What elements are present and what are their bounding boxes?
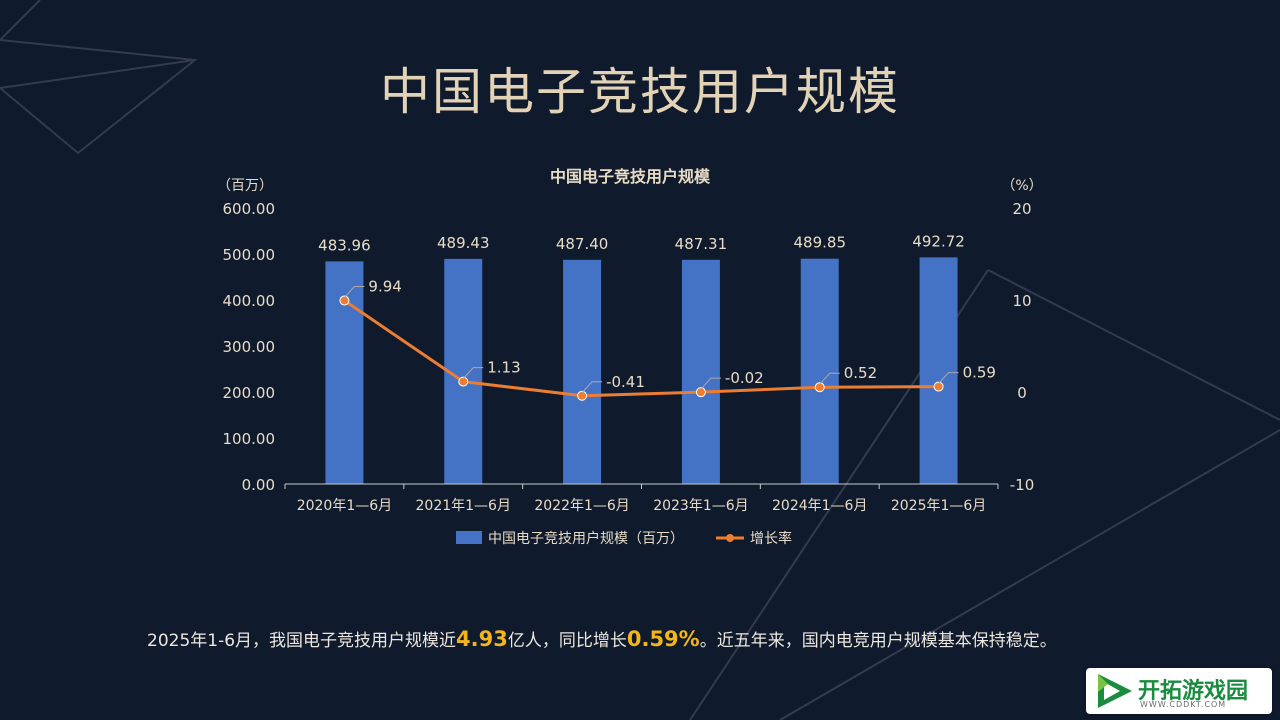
growth-value-label: -0.02 [725, 369, 764, 387]
x-tick-label: 2023年1—6月 [653, 498, 748, 514]
y-left-tick-label: 200.00 [223, 384, 276, 402]
bar [681, 259, 720, 484]
x-tick-label: 2022年1—6月 [534, 498, 629, 514]
y-left-tick-label: 600.00 [223, 200, 276, 218]
growth-point [458, 376, 469, 387]
slide-title: 中国电子竞技用户规模 [380, 63, 900, 121]
growth-value-label: 9.94 [368, 278, 401, 296]
watermark-play-icon [1098, 674, 1132, 708]
y-left-tick-label: 0.00 [242, 476, 275, 494]
chart-title: 中国电子竞技用户规模 [550, 167, 711, 186]
y-left-tick-label: 300.00 [223, 338, 276, 356]
growth-point [339, 295, 350, 306]
watermark-url: WWW.CDDKT.COM [1140, 700, 1227, 709]
growth-value-label: 1.13 [487, 359, 520, 377]
growth-value-label: 0.59 [963, 364, 996, 382]
summary-highlight-growth: 0.59% [626, 627, 700, 651]
legend-line-label: 增长率 [750, 530, 792, 547]
growth-label-leader [344, 286, 365, 298]
summary-highlight-users: 4.93 [456, 627, 508, 651]
growth-point [695, 387, 706, 398]
summary-text: 2025年1-6月，我国电子竞技用户规模近4.93亿人，同比增长0.59%。近五… [147, 626, 1057, 651]
y-left-tick-label: 500.00 [223, 246, 276, 264]
summary-middle: 亿人，同比增长 [507, 631, 627, 651]
watermark-name: 开拓游戏园 [1138, 679, 1249, 704]
summary-prefix: 2025年1-6月，我国电子竞技用户规模近 [147, 631, 457, 651]
growth-line [343, 299, 939, 398]
y-right-unit: （%） [1001, 178, 1042, 194]
y-right-tick-label: 10 [1012, 292, 1031, 310]
bar [325, 261, 364, 484]
watermark-logo: 开拓游戏园 WWW.CDDKT.COM [1086, 668, 1272, 714]
x-tick-label: 2025年1—6月 [891, 498, 986, 514]
summary-suffix: 。近五年来，国内电竞用户规模基本保持稳定。 [699, 631, 1057, 651]
bar-value-label: 489.85 [794, 234, 847, 252]
y-right-tick-label: 0 [1017, 384, 1027, 402]
bar-value-label: 492.72 [912, 232, 965, 250]
legend-line-marker [726, 534, 734, 542]
bar [563, 259, 602, 484]
growth-point [933, 381, 944, 392]
y-right-tick-label: 20 [1012, 200, 1031, 218]
bar [800, 258, 839, 484]
growth-value-label: 0.52 [844, 364, 877, 382]
bar-value-label: 487.31 [675, 235, 728, 253]
x-tick-label: 2020年1—6月 [297, 498, 392, 514]
legend-bar-label: 中国电子竞技用户规模（百万） [488, 530, 684, 547]
growth-label-leader [819, 372, 840, 385]
growth-point [814, 382, 825, 393]
y-left-unit: （百万） [217, 178, 273, 194]
bar-value-label: 489.43 [437, 234, 490, 252]
y-left-tick-label: 400.00 [223, 292, 276, 310]
growth-label-leader [581, 381, 603, 394]
bar-value-label: 487.40 [556, 235, 609, 253]
x-tick-label: 2024年1—6月 [772, 498, 867, 514]
x-tick-label: 2021年1—6月 [416, 498, 511, 514]
y-right-tick-label: -10 [1010, 476, 1035, 494]
growth-label-leader [938, 372, 959, 384]
bar [919, 257, 958, 484]
legend-bar-swatch [456, 531, 482, 544]
growth-label-leader [462, 367, 484, 379]
growth-point [577, 390, 588, 401]
bar-value-label: 483.96 [318, 236, 371, 254]
growth-value-label: -0.41 [606, 373, 645, 391]
growth-label-leader [700, 377, 721, 390]
y-left-tick-label: 100.00 [223, 430, 276, 448]
